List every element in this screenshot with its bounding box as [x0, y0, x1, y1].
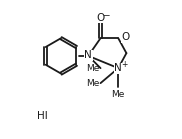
Text: O: O [96, 13, 105, 23]
Text: N: N [84, 50, 92, 60]
Text: O: O [121, 33, 129, 43]
Text: −: − [102, 10, 109, 19]
Text: Me: Me [86, 79, 99, 88]
Text: HI: HI [37, 111, 47, 121]
Text: N: N [114, 63, 122, 73]
Text: Me: Me [86, 64, 99, 73]
Text: +: + [121, 60, 128, 69]
Text: Me: Me [112, 90, 125, 99]
